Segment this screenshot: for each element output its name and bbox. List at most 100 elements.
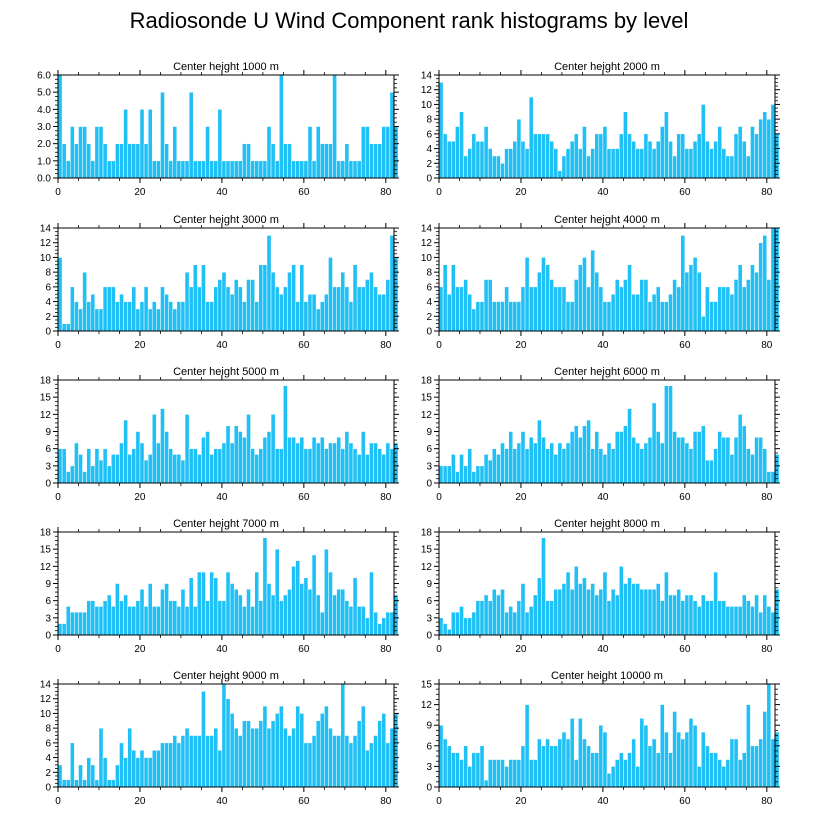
bar xyxy=(504,766,509,788)
bar xyxy=(647,301,653,332)
bar xyxy=(119,293,124,332)
bar xyxy=(754,745,759,788)
bar xyxy=(541,436,546,484)
bar xyxy=(573,759,579,788)
main-title: Radiosonde U Wind Component rank histogr… xyxy=(129,8,689,33)
bar xyxy=(311,293,317,332)
bar xyxy=(90,293,96,332)
bar xyxy=(356,720,362,788)
bar xyxy=(598,286,604,332)
bar xyxy=(504,286,509,332)
bar xyxy=(713,752,718,788)
y-tick-label: 4.0 xyxy=(37,105,51,116)
bar xyxy=(721,766,727,788)
y-tick-label: 14 xyxy=(40,224,52,235)
x-tick-label: 20 xyxy=(515,796,527,807)
bar xyxy=(479,140,485,179)
bar xyxy=(459,286,464,332)
bar xyxy=(717,126,722,179)
x-tick-label: 60 xyxy=(679,644,691,655)
bar xyxy=(487,279,493,332)
bar xyxy=(61,779,67,788)
bar xyxy=(258,448,264,484)
bar xyxy=(201,571,206,636)
bar xyxy=(619,566,624,636)
bar xyxy=(311,436,317,484)
bar xyxy=(733,436,739,484)
bar xyxy=(770,611,776,636)
bar xyxy=(332,74,337,179)
bar xyxy=(106,465,112,484)
bar xyxy=(82,611,87,636)
bar xyxy=(94,779,100,788)
bar xyxy=(180,160,186,179)
bar xyxy=(70,742,75,788)
bar xyxy=(188,735,194,788)
bar xyxy=(721,148,727,179)
panel-2: Center height 2000 m 0 2 4 6 8 10 12 14 0 20 40 60 80 xyxy=(421,61,780,198)
bar xyxy=(766,118,772,179)
bar xyxy=(643,442,649,484)
bar xyxy=(725,606,731,636)
bar xyxy=(758,738,763,788)
bar xyxy=(643,588,649,636)
bar xyxy=(176,160,182,179)
bar xyxy=(700,425,706,484)
y-tick-label: 6 xyxy=(45,444,51,455)
bar xyxy=(569,718,575,788)
x-tick-label: 20 xyxy=(134,187,146,198)
x-tick-label: 0 xyxy=(55,187,61,198)
bar xyxy=(438,724,444,788)
bar xyxy=(741,594,747,636)
bar xyxy=(287,588,292,636)
y-tick-label: 0 xyxy=(426,479,432,490)
bar xyxy=(602,454,608,484)
bar xyxy=(520,745,526,788)
bar xyxy=(696,766,702,788)
x-tick-label: 60 xyxy=(679,796,691,807)
bar xyxy=(78,126,83,179)
y-tick-label: 3 xyxy=(426,613,432,624)
bar xyxy=(541,745,546,788)
bar xyxy=(246,414,251,484)
bar xyxy=(614,279,620,332)
bar xyxy=(201,264,206,332)
bar xyxy=(508,148,514,179)
bar xyxy=(729,454,735,484)
bar xyxy=(573,133,579,179)
bar xyxy=(516,600,522,636)
bar xyxy=(762,111,768,179)
bar xyxy=(192,448,198,484)
bar xyxy=(713,301,718,332)
bar xyxy=(360,431,366,484)
bar xyxy=(455,286,460,332)
bar xyxy=(750,264,755,332)
bar xyxy=(147,308,153,332)
bar xyxy=(119,143,124,179)
bar xyxy=(164,293,169,332)
bar xyxy=(504,448,509,484)
bar xyxy=(299,264,305,332)
bar xyxy=(500,588,505,636)
bar xyxy=(471,611,477,636)
bar xyxy=(336,160,341,179)
bar xyxy=(102,448,108,484)
bar xyxy=(676,588,682,636)
bar xyxy=(467,766,473,788)
bar xyxy=(696,271,702,332)
bar xyxy=(262,436,268,484)
bar xyxy=(279,448,284,484)
bar xyxy=(360,705,366,788)
bar xyxy=(123,301,128,332)
bar xyxy=(668,385,673,484)
bar xyxy=(324,705,329,788)
bar xyxy=(586,155,591,179)
bar xyxy=(188,448,194,484)
bar xyxy=(184,271,190,332)
bar xyxy=(537,133,542,179)
bar xyxy=(610,293,616,332)
panel-8: Center height 8000 m 0 3 6 9 12 15 18 0 20 40 60 80 xyxy=(421,518,780,655)
bar xyxy=(57,74,63,179)
bar xyxy=(721,600,727,636)
bar xyxy=(160,742,165,788)
